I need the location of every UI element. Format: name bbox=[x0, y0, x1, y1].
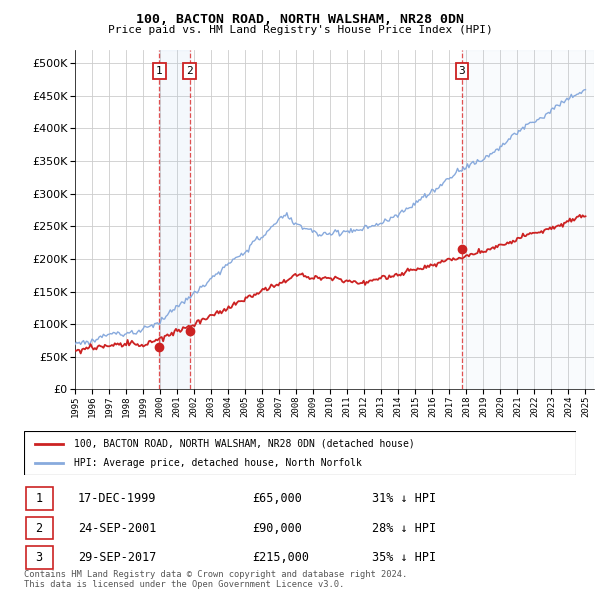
Text: 3: 3 bbox=[35, 551, 43, 564]
Text: 1: 1 bbox=[35, 492, 43, 505]
Text: 29-SEP-2017: 29-SEP-2017 bbox=[78, 551, 157, 564]
Text: 2: 2 bbox=[186, 66, 193, 76]
Text: 100, BACTON ROAD, NORTH WALSHAM, NR28 0DN (detached house): 100, BACTON ROAD, NORTH WALSHAM, NR28 0D… bbox=[74, 439, 415, 449]
Text: 3: 3 bbox=[458, 66, 466, 76]
Text: 31% ↓ HPI: 31% ↓ HPI bbox=[372, 492, 436, 505]
Text: 35% ↓ HPI: 35% ↓ HPI bbox=[372, 551, 436, 564]
Text: 100, BACTON ROAD, NORTH WALSHAM, NR28 0DN: 100, BACTON ROAD, NORTH WALSHAM, NR28 0D… bbox=[136, 13, 464, 26]
Text: HPI: Average price, detached house, North Norfolk: HPI: Average price, detached house, Nort… bbox=[74, 458, 362, 467]
Text: This data is licensed under the Open Government Licence v3.0.: This data is licensed under the Open Gov… bbox=[24, 579, 344, 589]
Text: 24-SEP-2001: 24-SEP-2001 bbox=[78, 522, 157, 535]
Text: Price paid vs. HM Land Registry's House Price Index (HPI): Price paid vs. HM Land Registry's House … bbox=[107, 25, 493, 35]
Bar bbox=[160, 50, 190, 389]
Text: 2: 2 bbox=[35, 522, 43, 535]
Text: 28% ↓ HPI: 28% ↓ HPI bbox=[372, 522, 436, 535]
Text: Contains HM Land Registry data © Crown copyright and database right 2024.: Contains HM Land Registry data © Crown c… bbox=[24, 570, 407, 579]
Bar bbox=[462, 50, 594, 389]
Text: £90,000: £90,000 bbox=[252, 522, 302, 535]
Text: 17-DEC-1999: 17-DEC-1999 bbox=[78, 492, 157, 505]
Text: £215,000: £215,000 bbox=[252, 551, 309, 564]
Text: 1: 1 bbox=[156, 66, 163, 76]
Text: £65,000: £65,000 bbox=[252, 492, 302, 505]
